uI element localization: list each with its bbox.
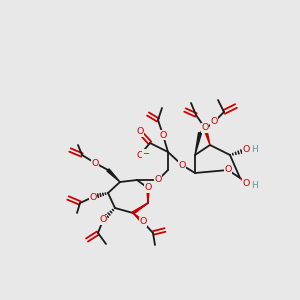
Text: O: O bbox=[159, 130, 167, 140]
Text: O: O bbox=[91, 158, 99, 167]
Polygon shape bbox=[195, 133, 202, 155]
Text: O: O bbox=[136, 151, 144, 160]
Text: H: H bbox=[252, 181, 258, 190]
Text: O: O bbox=[136, 128, 144, 136]
Polygon shape bbox=[132, 203, 148, 214]
Text: O: O bbox=[139, 218, 147, 226]
Text: H: H bbox=[252, 146, 258, 154]
Text: O: O bbox=[99, 215, 107, 224]
Polygon shape bbox=[147, 188, 149, 203]
Text: O: O bbox=[154, 176, 162, 184]
Text: −: − bbox=[142, 149, 149, 158]
Polygon shape bbox=[240, 178, 248, 184]
Polygon shape bbox=[133, 213, 144, 223]
Text: O: O bbox=[224, 166, 232, 175]
Text: O: O bbox=[178, 160, 186, 169]
Text: O: O bbox=[144, 184, 152, 193]
Polygon shape bbox=[107, 169, 120, 182]
Text: O: O bbox=[210, 118, 218, 127]
Text: O: O bbox=[201, 124, 209, 133]
Text: O: O bbox=[242, 146, 250, 154]
Text: O: O bbox=[242, 178, 250, 188]
Text: O: O bbox=[89, 193, 97, 202]
Polygon shape bbox=[204, 128, 210, 145]
